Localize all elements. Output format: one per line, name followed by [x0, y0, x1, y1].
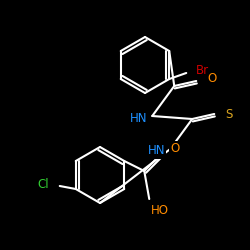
Text: HO: HO	[151, 204, 169, 218]
Text: O: O	[207, 72, 216, 86]
Text: S: S	[225, 108, 232, 120]
Text: HN: HN	[148, 144, 165, 158]
Text: Cl: Cl	[37, 178, 49, 190]
Text: O: O	[170, 142, 179, 156]
Text: HN: HN	[130, 112, 147, 124]
Text: Br: Br	[196, 64, 209, 76]
